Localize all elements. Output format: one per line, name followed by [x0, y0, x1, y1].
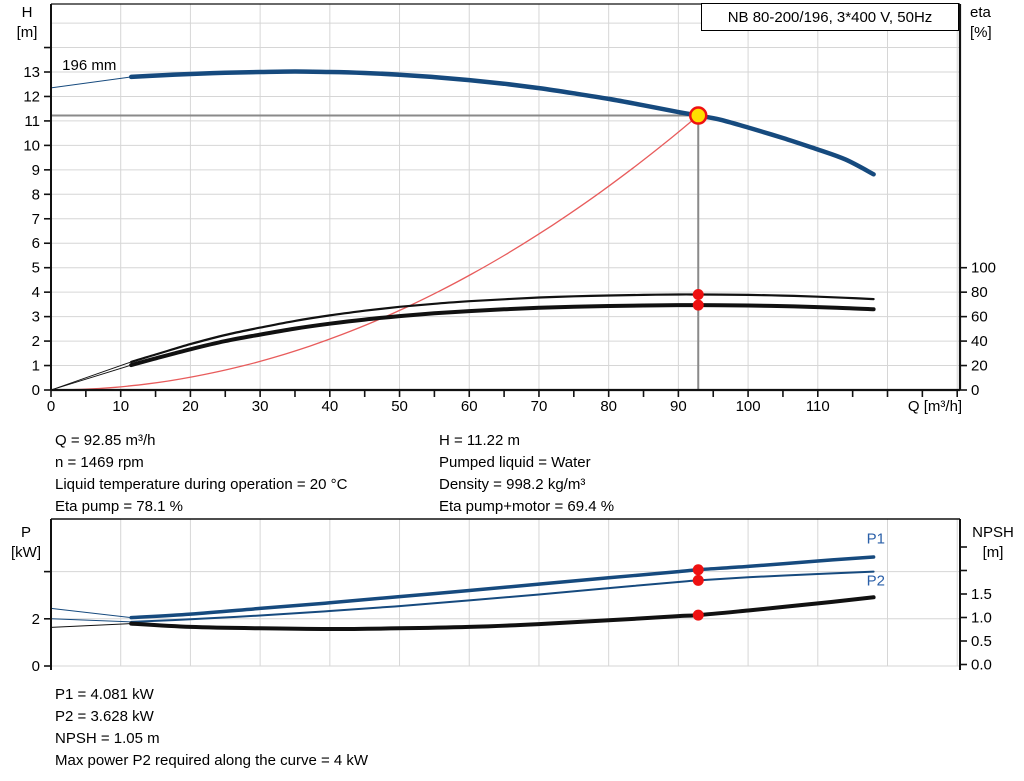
curve-npsh [129, 595, 876, 632]
curve-eta-pump [130, 293, 875, 363]
eta-tick-label: 40 [971, 333, 988, 350]
eta-tick-label: 60 [971, 309, 988, 326]
x-tick-label: 80 [600, 398, 617, 415]
curve-head-196mm [128, 69, 876, 177]
h-tick-label: 4 [32, 284, 40, 301]
x-tick-label: 40 [321, 398, 338, 415]
eta-tick-label: 0 [971, 382, 979, 399]
x-tick-label: 50 [391, 398, 408, 415]
p-tick-label: 2 [32, 611, 40, 628]
npsh-tick-label: 1.0 [971, 610, 992, 627]
npsh-tick-label: 0.5 [971, 633, 992, 650]
x-tick-label: 20 [182, 398, 199, 415]
impeller-size-label: 196 mm [62, 57, 116, 74]
info-line-p1: P1 = 4.081 kW [55, 686, 154, 703]
npsh-tick-label: 1.5 [971, 586, 992, 603]
info-line-p2: P2 = 3.628 kW [55, 708, 154, 725]
info-line-h: H = 11.22 m [439, 432, 521, 449]
h-tick-label: 5 [32, 260, 40, 277]
curve-p1-leader [50, 607, 132, 619]
curve-label-p1: P1 [867, 530, 885, 547]
duty-marker [692, 574, 704, 586]
h-tick-label: 10 [23, 137, 40, 154]
curve-head-leader [50, 76, 132, 89]
h-tick-label: 7 [32, 211, 40, 228]
info-line-density: Density = 998.2 kg/m³ [439, 476, 586, 493]
x-tick-label: 70 [531, 398, 548, 415]
curve-p2 [130, 570, 875, 623]
h-tick-label: 13 [23, 64, 40, 81]
duty-marker [692, 564, 704, 576]
x-axis-title: Q [m³/h] [908, 398, 962, 415]
info-line-maxpower: Max power P2 required along the curve = … [55, 752, 369, 769]
curve-p1 [129, 555, 876, 620]
info-line-temp: Liquid temperature during operation = 20… [55, 476, 348, 493]
x-tick-label: 110 [806, 398, 830, 415]
x-tick-label: 90 [670, 398, 687, 415]
p-tick-label: 0 [32, 658, 40, 675]
power-info: P1 = 4.081 kW P2 = 3.628 kW NPSH = 1.05 … [55, 684, 368, 772]
duty-point-marker[interactable] [688, 106, 708, 125]
h-tick-label: 6 [32, 235, 40, 252]
curve-eta-pump-leader [50, 361, 132, 391]
info-line-q: Q = 92.85 m³/h [55, 432, 156, 449]
info-line-eta-pump: Eta pump = 78.1 % [55, 498, 183, 515]
eta-tick-label: 80 [971, 284, 988, 301]
h-tick-label: 0 [32, 382, 40, 399]
pump-title-box: NB 80-200/196, 3*400 V, 50Hz [701, 3, 959, 31]
h-tick-label: 12 [23, 88, 40, 105]
h-tick-label: 8 [32, 186, 40, 203]
info-line-liquid: Pumped liquid = Water [439, 454, 591, 471]
axis-label-npsh: NPSH [m] [972, 524, 1014, 561]
info-line-npsh: NPSH = 1.05 m [55, 730, 160, 747]
axis-label-power: P [kW] [11, 524, 41, 561]
duty-info-right: H = 11.22 m Pumped liquid = Water Densit… [439, 430, 614, 518]
x-tick-label: 100 [736, 398, 761, 415]
curve-npsh-leader [50, 623, 132, 628]
eta-marker [692, 299, 704, 311]
duty-marker [692, 609, 704, 621]
h-tick-label: 3 [32, 309, 40, 326]
eta-tick-label: 100 [971, 260, 996, 277]
pump-title: NB 80-200/196, 3*400 V, 50Hz [727, 8, 933, 26]
info-line-eta-motor: Eta pump+motor = 69.4 % [439, 498, 615, 515]
axis-label-head: H [m] [16, 4, 38, 41]
x-tick-label: 60 [461, 398, 478, 415]
system-curve [50, 115, 699, 391]
curve-label-p2: P2 [867, 572, 885, 589]
x-tick-label: 0 [47, 398, 55, 415]
curve-eta-pump-motor-leader [50, 364, 132, 391]
info-line-n: n = 1469 rpm [55, 454, 144, 471]
curve-p2-leader [50, 618, 132, 623]
eta-marker [692, 288, 704, 300]
npsh-tick-label: 0.0 [971, 657, 992, 674]
x-tick-label: 10 [112, 398, 129, 415]
h-tick-label: 11 [24, 113, 40, 130]
axis-label-eta: eta [%] [970, 4, 992, 41]
x-tick-label: 30 [252, 398, 269, 415]
h-tick-label: 2 [32, 333, 40, 350]
curve-eta-pump-motor [129, 303, 876, 368]
eta-tick-label: 20 [971, 358, 988, 375]
h-tick-label: 9 [32, 162, 40, 179]
h-tick-label: 1 [32, 358, 40, 375]
duty-info-left: Q = 92.85 m³/h n = 1469 rpm Liquid tempe… [55, 430, 347, 518]
